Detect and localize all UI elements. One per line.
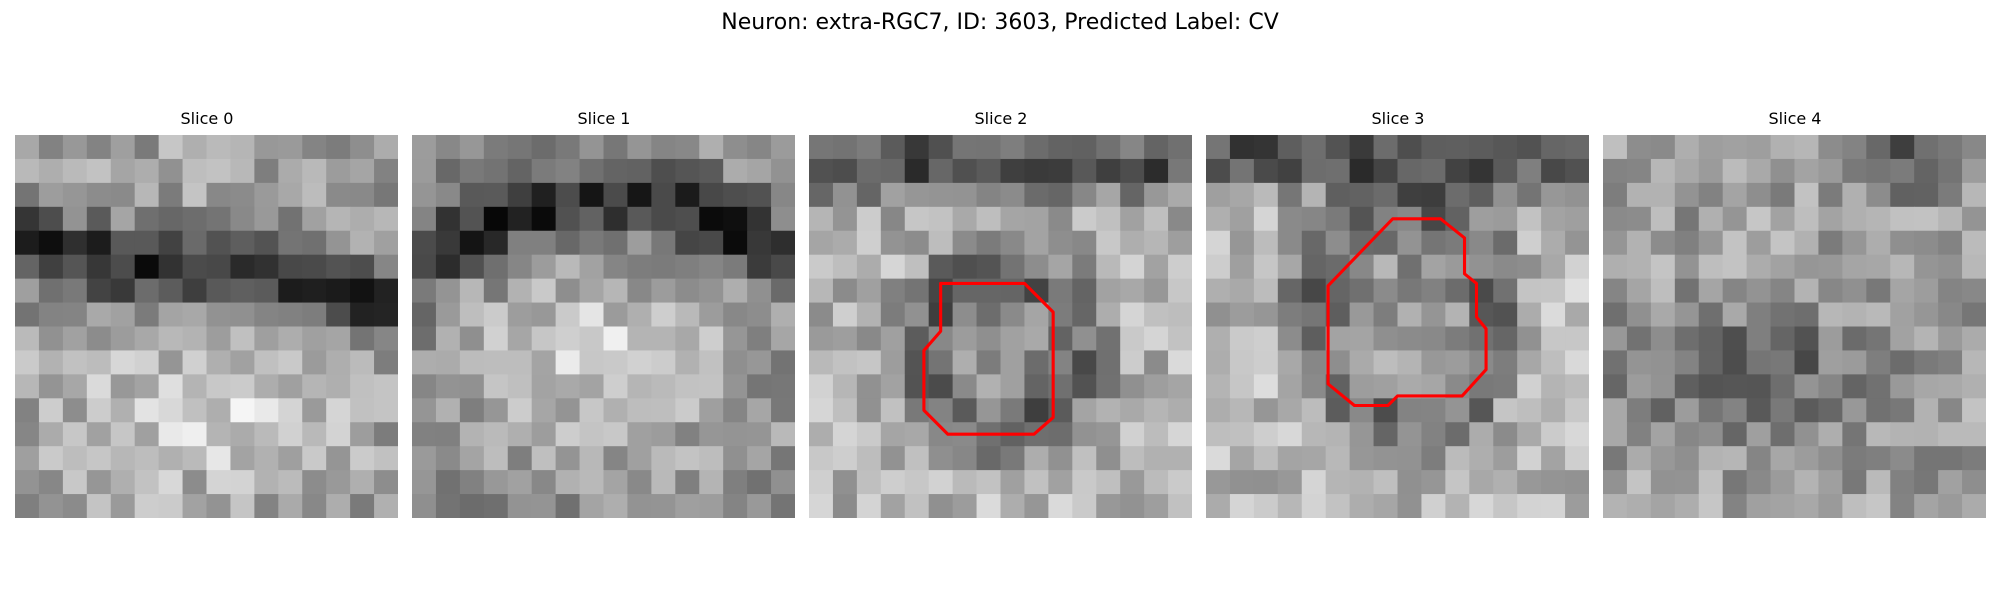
slice-4-title: Slice 4 (1768, 109, 1822, 128)
slice-2-title: Slice 2 (974, 109, 1028, 128)
pixel-grid (1206, 135, 1589, 518)
slice-1-title: Slice 1 (577, 109, 631, 128)
slice-3-image (1206, 135, 1589, 518)
segmentation-contour (1326, 217, 1488, 408)
slice-3-title: Slice 3 (1371, 109, 1425, 128)
pixel-grid (15, 135, 398, 518)
figure-title: Neuron: extra-RGC7, ID: 3603, Predicted … (721, 10, 1279, 35)
slice-0-image (15, 135, 398, 518)
pixel-grid (1603, 135, 1986, 518)
segmentation-contour (922, 281, 1055, 436)
pixel-grid (412, 135, 795, 518)
slice-0-title: Slice 0 (180, 109, 234, 128)
slice-4-image (1603, 135, 1986, 518)
slice-2-image (809, 135, 1192, 518)
slice-1-image (412, 135, 795, 518)
pixel-grid (809, 135, 1192, 518)
